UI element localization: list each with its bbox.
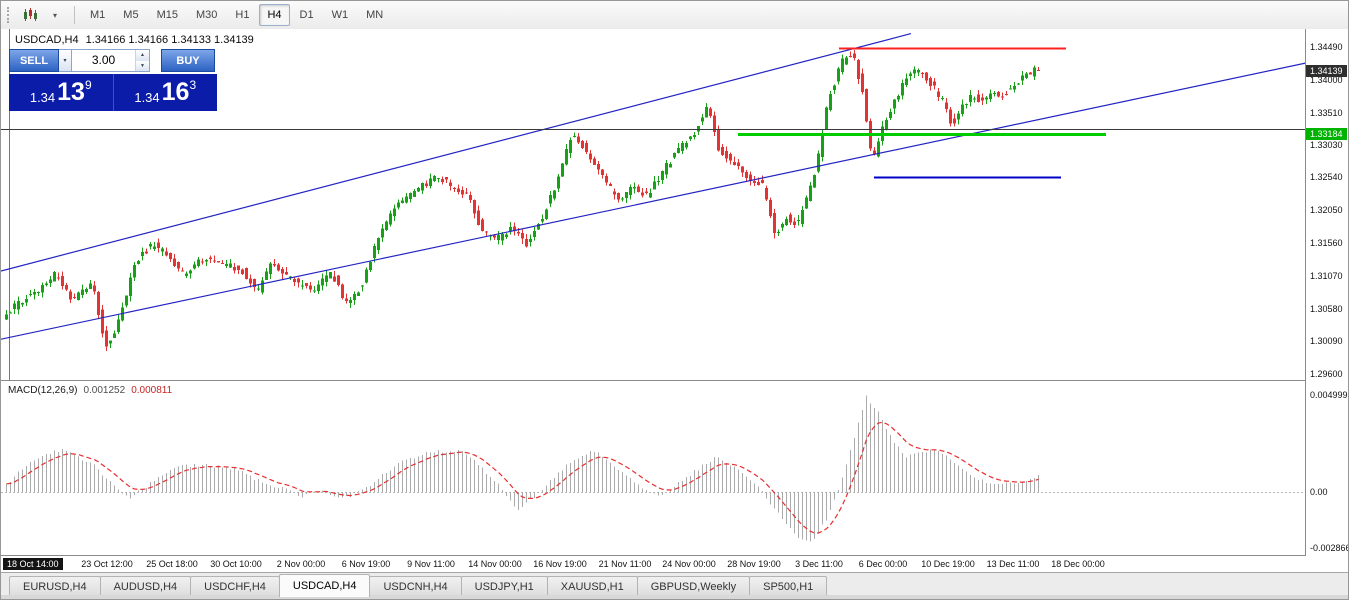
sell-button[interactable]: SELL [9, 49, 59, 72]
timeframe-m30[interactable]: M30 [195, 9, 218, 21]
time-axis-label: 23 Oct 12:00 [81, 559, 133, 569]
lot-preset-dropdown[interactable]: ▾ [59, 49, 72, 72]
time-axis-label: 6 Dec 00:00 [858, 559, 908, 569]
tab-usdcad-h4[interactable]: USDCAD,H4 [278, 574, 371, 597]
price-chart-canvas[interactable] [1, 29, 1308, 380]
time-axis-label: 2 Nov 00:00 [276, 559, 326, 569]
bottom-strip [1, 595, 1348, 599]
tab-gbpusd-weekly[interactable]: GBPUSD,Weekly [636, 576, 751, 597]
timeframe-m1[interactable]: M1 [90, 9, 106, 21]
lot-decrease-button[interactable]: ▼ [136, 60, 149, 71]
new-chart-button[interactable] [18, 3, 42, 27]
lot-increase-button[interactable]: ▲ [136, 50, 149, 61]
timeframe-m5[interactable]: M5 [123, 9, 139, 21]
tab-sp500-h1[interactable]: SP500,H1 [749, 576, 828, 597]
price-axis-label: 1.33030 [1310, 139, 1343, 150]
price-axis-label: 1.31070 [1310, 270, 1343, 281]
macd-name: MACD(12,26,9) [8, 385, 78, 396]
time-axis-label: 25 Oct 18:00 [146, 559, 198, 569]
time-axis-label: 28 Nov 19:00 [727, 559, 781, 569]
price-axis-label: 1.33510 [1310, 107, 1343, 118]
timeframe-m15[interactable]: M15 [156, 9, 178, 21]
timeframe-mn[interactable]: MN [366, 9, 384, 21]
bid-ask-panel: 1.34 13 9 1.34 16 3 [9, 74, 217, 111]
tab-usdjpy-h1[interactable]: USDJPY,H1 [460, 576, 548, 597]
price-axis-label: 1.30090 [1310, 336, 1343, 347]
tab-xauusd-h1[interactable]: XAUUSD,H1 [546, 576, 638, 597]
macd-label: MACD(12,26,9) 0.001252 0.000811 [8, 385, 172, 396]
time-axis-label: 21 Nov 11:00 [598, 559, 652, 569]
toolbar-grip[interactable] [7, 7, 13, 23]
chart-region: USDCAD,H4 1.34166 1.34166 1.34133 1.3413… [1, 29, 1348, 572]
time-axis-label: 10 Dec 19:00 [921, 559, 975, 569]
macd-axis-label: -0.002866 [1310, 542, 1349, 553]
time-axis-label: 6 Nov 19:00 [341, 559, 391, 569]
timeframe-w1[interactable]: W1 [331, 9, 349, 21]
dropdown-arrow-icon: ▾ [52, 10, 57, 20]
dropdown-arrow-icon: ▾ [63, 58, 67, 64]
macd-main-value: 0.001252 [83, 385, 126, 396]
price-axis-label: 1.32540 [1310, 172, 1343, 183]
price-axis-label: 1.30580 [1310, 303, 1343, 314]
panel-separator[interactable] [1, 380, 1348, 381]
time-axis-label: 3 Dec 11:00 [795, 559, 843, 569]
tab-eurusd-h4[interactable]: EURUSD,H4 [9, 576, 101, 597]
timeframe-h1[interactable]: H1 [235, 9, 250, 21]
time-axis[interactable]: 18 Oct 14:00 23 Oct 12:00 25 Oct 18:00 30 … [1, 555, 1306, 572]
one-click-trading-panel: SELL ▾ 3.00 ▲ ▼ BUY 1.34 13 9 1 [9, 49, 217, 111]
time-axis-label: 18 Dec 00:00 [1051, 559, 1105, 569]
chart-type-dropdown-button[interactable]: ▾ [43, 3, 67, 27]
price-axis-label: 1.32050 [1310, 205, 1343, 216]
top-toolbar: ▾ M1 M5 M15 M30 H1 H4 D1 W1 MN [1, 1, 1348, 30]
toolbar-separator [74, 6, 75, 24]
time-axis-label: 16 Nov 19:00 [533, 559, 587, 569]
macd-axis-label: 0.00 [1310, 487, 1328, 497]
chart-tabs-bar: EURUSD,H4 AUDUSD,H4 USDCHF,H4 USDCAD,H4 USDC… [1, 572, 1348, 597]
macd-signal-value: 0.000811 [131, 385, 173, 396]
timeframe-d1[interactable]: D1 [299, 9, 314, 21]
tab-usdchf-h4[interactable]: USDCHF,H4 [190, 576, 280, 597]
tab-audusd-h4[interactable]: AUDUSD,H4 [99, 576, 192, 597]
time-axis-label: 13 Dec 11:00 [986, 559, 1040, 569]
lot-size-box: 3.00 ▲ ▼ [72, 49, 150, 72]
timeframes-toolbar: M1 M5 M15 M30 H1 H4 D1 W1 MN [82, 4, 391, 26]
timeframe-h4[interactable]: H4 [259, 4, 290, 26]
time-badge: 18 Oct 14:00 [3, 558, 63, 570]
current-price-badge: 1.34139 [1306, 64, 1347, 77]
time-axis-label: 14 Nov 00:00 [468, 559, 522, 569]
bid-price: 1.34 13 9 [9, 74, 114, 111]
tab-usdcnh-h4[interactable]: USDCNH,H4 [369, 576, 462, 597]
lot-spinner: ▲ ▼ [135, 50, 149, 71]
macd-chart-canvas[interactable] [1, 381, 1308, 555]
time-axis-label: 24 Nov 00:00 [662, 559, 716, 569]
buy-button[interactable]: BUY [161, 49, 215, 72]
price-axis-label: 1.34000 [1310, 74, 1343, 85]
chart-title: USDCAD,H4 1.34166 1.34166 1.34133 1.3413… [15, 34, 254, 46]
price-axis-label: 1.34490 [1310, 42, 1343, 52]
symbol-period-label: USDCAD,H4 [15, 34, 79, 46]
ask-price: 1.34 16 3 [134, 78, 197, 106]
time-axis-label: 30 Oct 10:00 [210, 559, 262, 569]
price-axis-label: 1.29600 [1310, 369, 1343, 379]
time-axis-label: 9 Nov 11:00 [407, 559, 455, 569]
lot-size-input[interactable]: 3.00 [91, 53, 116, 67]
level-price-badge: 1.33184 [1306, 128, 1347, 141]
macd-axis-label: 0.004999 [1310, 390, 1348, 400]
price-axis-label: 1.31560 [1310, 237, 1343, 248]
candlestick-chart-icon [23, 8, 37, 21]
ohlc-values: 1.34166 1.34166 1.34133 1.34139 [85, 34, 254, 46]
price-axis[interactable]: 1.34139 1.33184 1.34490 1.34000 1.33510 1.3… [1305, 29, 1348, 572]
